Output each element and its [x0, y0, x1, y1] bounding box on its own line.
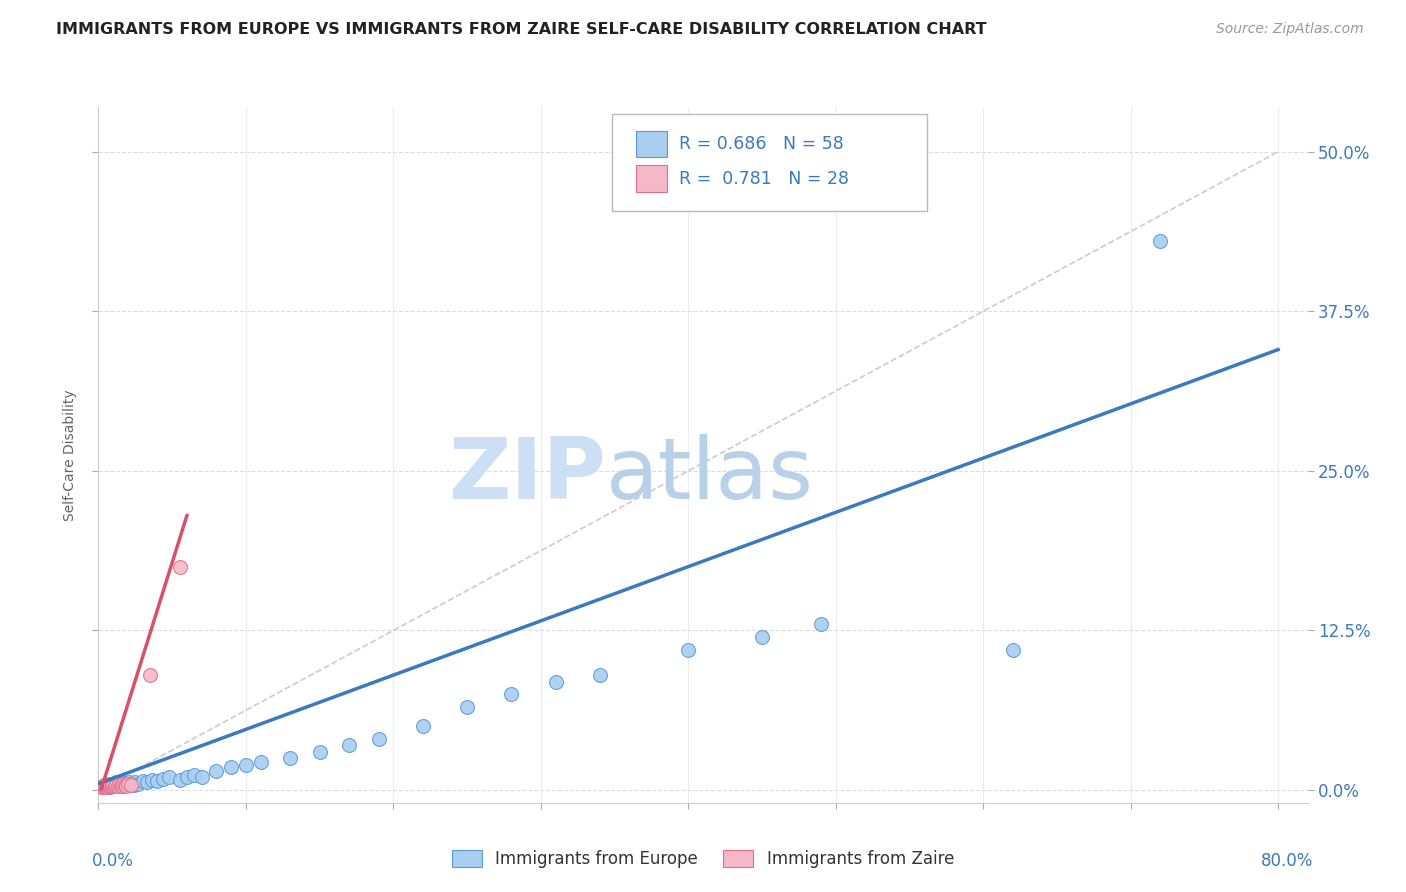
Text: IMMIGRANTS FROM EUROPE VS IMMIGRANTS FROM ZAIRE SELF-CARE DISABILITY CORRELATION: IMMIGRANTS FROM EUROPE VS IMMIGRANTS FRO… [56, 22, 987, 37]
Point [97, 779, 120, 793]
Point [367, 731, 389, 746]
Point [114, 779, 136, 793]
Legend: Immigrants from Europe, Immigrants from Zaire: Immigrants from Europe, Immigrants from … [446, 843, 960, 874]
Point [235, 757, 257, 772]
Point [169, 559, 191, 574]
Point [101, 777, 124, 791]
Point [107, 778, 129, 792]
Point [810, 617, 832, 632]
Text: atlas: atlas [606, 434, 814, 517]
Point [127, 777, 149, 791]
Point [112, 777, 135, 791]
Point [176, 770, 198, 784]
Point [93, 780, 115, 795]
Point [93, 780, 115, 795]
Point [141, 772, 163, 787]
Point [96, 778, 118, 792]
Point [100, 779, 122, 793]
Point [108, 777, 131, 791]
Point [97, 779, 120, 793]
Point [117, 778, 139, 792]
Point [114, 778, 136, 792]
Point [110, 779, 132, 793]
Point [249, 755, 271, 769]
Point [105, 779, 128, 793]
Point [101, 777, 124, 791]
Point [94, 779, 117, 793]
Point [118, 775, 141, 789]
Point [678, 642, 700, 657]
Point [97, 778, 120, 792]
Point [146, 774, 169, 789]
Point [104, 778, 127, 792]
Point [91, 779, 114, 793]
Point [98, 780, 121, 795]
FancyBboxPatch shape [613, 114, 927, 211]
Point [412, 719, 434, 733]
Point [105, 778, 128, 792]
Point [93, 778, 115, 792]
Y-axis label: Self-Care Disability: Self-Care Disability [63, 389, 77, 521]
Point [104, 779, 127, 793]
Point [101, 778, 124, 792]
Point [1001, 642, 1024, 657]
Point [117, 777, 139, 791]
Point [337, 739, 360, 753]
Point [278, 751, 301, 765]
Point [100, 779, 122, 793]
Text: R = 0.686   N = 58: R = 0.686 N = 58 [679, 135, 844, 153]
Point [105, 775, 128, 789]
Point [98, 777, 121, 791]
Point [131, 774, 153, 789]
Point [219, 760, 242, 774]
Point [124, 775, 146, 789]
Text: ZIP: ZIP [449, 434, 606, 517]
Point [115, 779, 138, 793]
Point [111, 778, 134, 792]
Point [122, 778, 145, 792]
Text: 0.0%: 0.0% [93, 852, 134, 870]
Point [96, 778, 118, 792]
Point [112, 777, 135, 791]
Point [110, 775, 132, 789]
Point [110, 778, 132, 792]
Point [139, 668, 162, 682]
Point [308, 745, 330, 759]
Point [94, 780, 117, 795]
Point [501, 687, 523, 701]
Point [190, 770, 212, 784]
Point [544, 674, 567, 689]
Point [100, 778, 122, 792]
Point [456, 700, 478, 714]
Text: R =  0.781   N = 28: R = 0.781 N = 28 [679, 169, 849, 187]
Point [589, 668, 612, 682]
Point [90, 780, 112, 795]
Bar [637, 131, 666, 157]
Point [115, 777, 138, 791]
Point [98, 777, 121, 791]
Point [108, 777, 131, 791]
Point [96, 780, 118, 795]
Point [107, 779, 129, 793]
Point [97, 778, 120, 792]
Point [1149, 234, 1171, 248]
Point [98, 779, 121, 793]
Point [101, 779, 124, 793]
Text: Source: ZipAtlas.com: Source: ZipAtlas.com [1216, 22, 1364, 37]
Text: 80.0%: 80.0% [1261, 852, 1313, 870]
Point [91, 779, 114, 793]
Point [136, 775, 159, 789]
Point [157, 770, 180, 784]
Point [183, 768, 205, 782]
Point [111, 779, 134, 793]
Point [751, 630, 773, 644]
Point [94, 779, 117, 793]
Point [152, 772, 174, 786]
Point [120, 777, 142, 791]
Point [169, 772, 191, 787]
Bar [637, 166, 666, 192]
Point [120, 778, 142, 792]
Point [96, 780, 118, 795]
Point [205, 764, 228, 778]
